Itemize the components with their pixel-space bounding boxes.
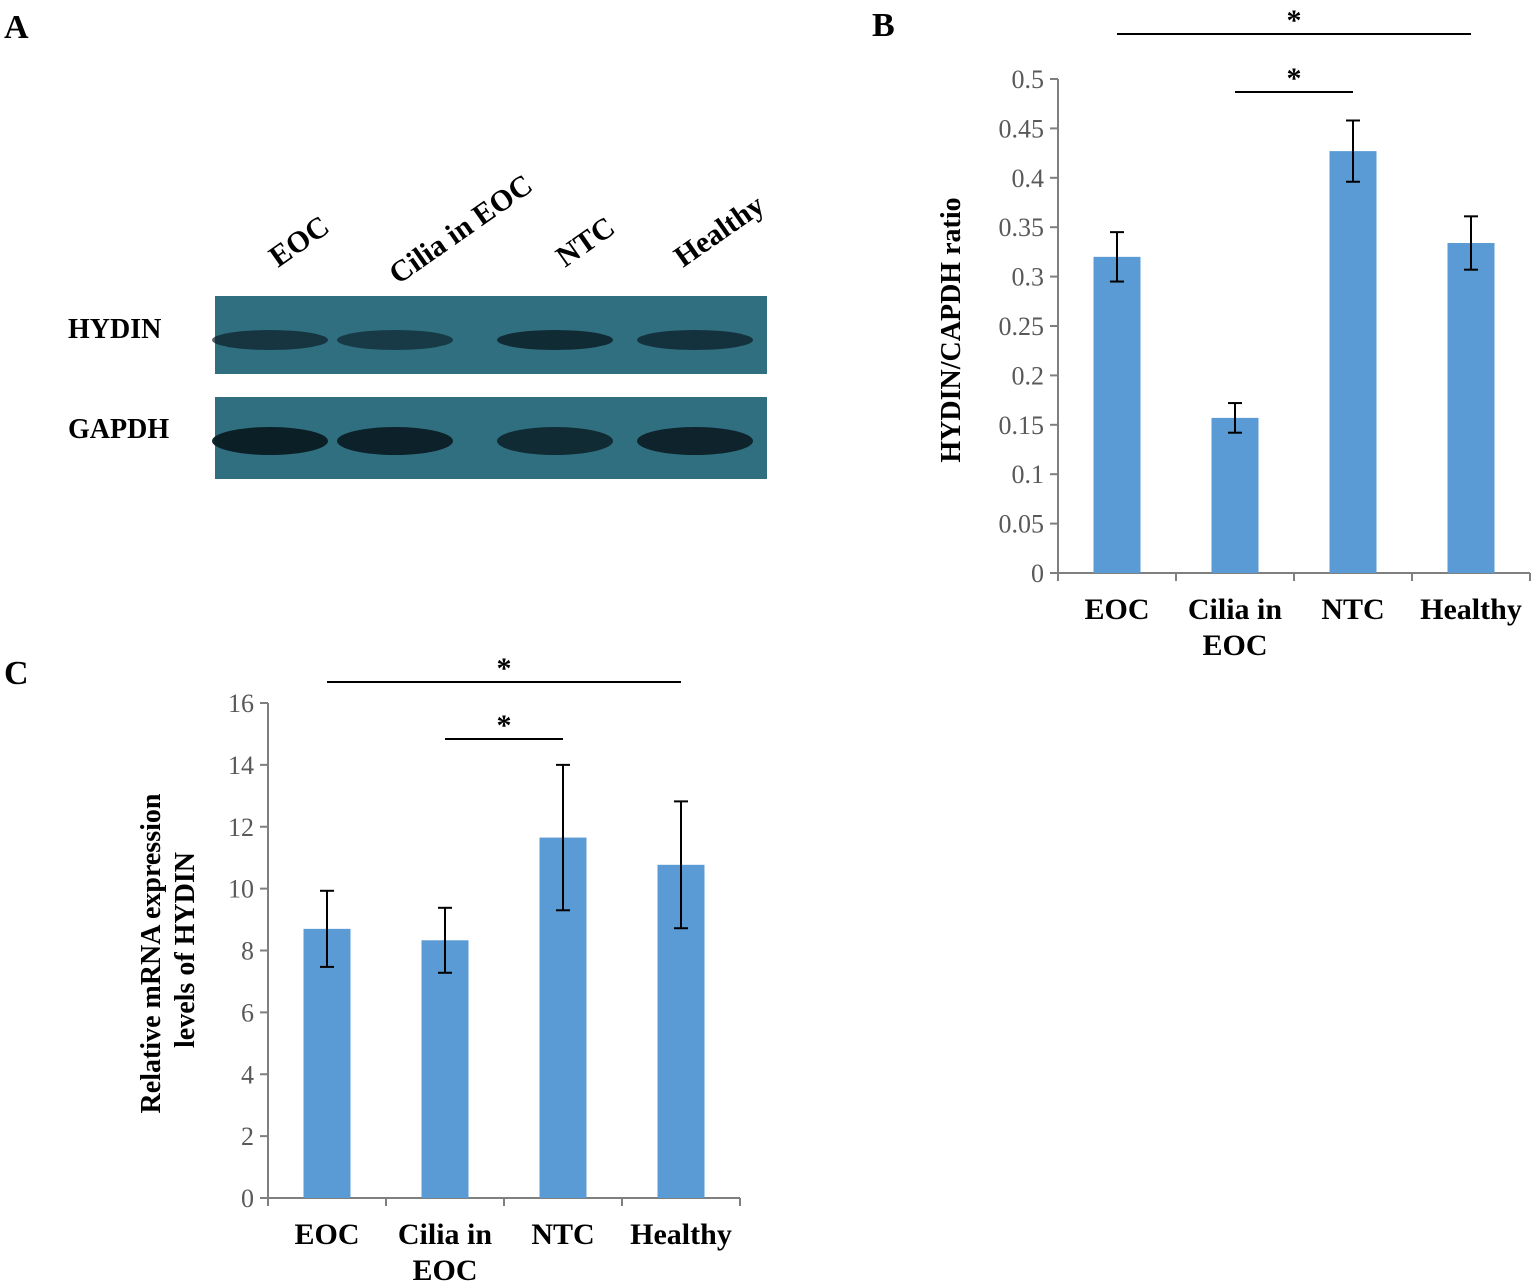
chart-c-category-label-1: Cilia in EOC [398, 1218, 493, 1284]
chart-c-y-tick-label: 12 [228, 813, 254, 842]
lane-label-ntc: NTC [550, 210, 621, 273]
chart-b-y-tick-label: 0.15 [999, 411, 1045, 440]
chart-b-category-label-line: EOC [1202, 629, 1267, 662]
chart-b-y-tick-label: 0.2 [1012, 361, 1045, 390]
chart-b-category-label-0: EOC [1084, 593, 1149, 626]
chart-c-category-label-line: NTC [531, 1218, 594, 1251]
chart-b-bar-0 [1093, 256, 1141, 573]
chart-b-y-tick-label: 0 [1031, 559, 1044, 588]
band-label-gapdh: GAPDH [68, 414, 169, 445]
chart-c-category-label-3: Healthy [630, 1218, 732, 1251]
chart-c-y-tick-label: 4 [241, 1060, 254, 1089]
chart-b-bar-2 [1329, 151, 1377, 573]
blot-bands [212, 330, 753, 455]
chart-c-category-label-line: EOC [294, 1218, 359, 1251]
chart-b-category-label-3: Healthy [1420, 593, 1522, 626]
blot-band-gapdh-2 [497, 427, 613, 455]
chart-b-y-tick-label: 0.4 [1012, 164, 1045, 193]
chart-b-y-tick-label: 0.25 [999, 312, 1045, 341]
lane-label-eoc: EOC [263, 209, 335, 273]
chart-b-y-tick-label: 0.35 [999, 213, 1045, 242]
chart-b-significance-star-0: * [1287, 4, 1302, 37]
chart-c-y-tick-label: 8 [241, 937, 254, 966]
blot-band-gapdh-3 [637, 427, 753, 455]
panel-b: B HYDIN/CAPDH ratio 0 0.05 0.1 0.15 0.2 0.25 0… [872, 4, 1531, 662]
chart-b-y-tick-label: 0.3 [1012, 263, 1045, 292]
blot-band-hydin-0 [212, 330, 328, 350]
blot-band-hydin-2 [497, 330, 613, 350]
chart-b-bar-1 [1211, 417, 1259, 573]
chart-b-category-label-line: NTC [1321, 593, 1384, 626]
chart-b-category-label-line: EOC [1084, 593, 1149, 626]
chart-b-y-tick-label: 0.1 [1012, 460, 1045, 489]
chart-b-bar-3 [1447, 243, 1495, 573]
chart-c-bar-0 [303, 928, 351, 1198]
chart-b-significance-star-1: * [1287, 62, 1302, 95]
panel-b-letter: B [872, 7, 895, 44]
chart-c-y-axis-label: Relative mRNA expression levels of HYDIN [136, 787, 201, 1114]
band-label-hydin: HYDIN [68, 314, 161, 345]
chart-c-category-label-2: NTC [531, 1218, 594, 1251]
chart-c-y-axis-label-line2: levels of HYDIN [170, 852, 201, 1048]
chart-c-y-tick-label: 0 [241, 1184, 254, 1213]
panel-c: C Relative mRNA expression levels of HYD… [4, 652, 741, 1284]
chart-b-category-label-1: Cilia in EOC [1188, 593, 1283, 662]
chart-b-y-axis-label: HYDIN/CAPDH ratio [936, 197, 967, 462]
chart-c-y-tick-label: 14 [228, 751, 254, 780]
lane-labels: EOC Cilia in EOC NTC Healthy [263, 168, 770, 291]
chart-c-y-axis-label-line1: Relative mRNA expression [136, 793, 167, 1113]
lane-label-healthy: Healthy [668, 188, 770, 273]
chart-b-y-tick-label: 0.5 [1012, 65, 1045, 94]
chart-b-category-label-line: Healthy [1420, 593, 1522, 626]
chart-c-category-label-line: Cilia in [398, 1218, 493, 1251]
panel-a: A EOC Cilia in EOC NTC Healthy HYDIN GAP… [4, 9, 770, 479]
chart-c-y-tick-label: 10 [228, 875, 254, 904]
chart-c-category-label-0: EOC [294, 1218, 359, 1251]
chart-c-category-label-line: Healthy [630, 1218, 732, 1251]
blot-band-hydin-3 [637, 330, 753, 350]
chart-c-significance-star-1: * [497, 709, 512, 742]
chart-b-y-tick-label: 0.45 [999, 114, 1045, 143]
chart-b-category-label-line: Cilia in [1188, 593, 1283, 626]
chart-c-y-tick-label: 6 [241, 998, 254, 1027]
chart-c-significance-star-0: * [497, 652, 512, 685]
chart-c-y-tick-label: 2 [241, 1122, 254, 1151]
chart-c-bar-1 [421, 940, 469, 1198]
blot-band-gapdh-1 [337, 427, 453, 455]
chart-c-y-tick-label: 16 [228, 689, 254, 718]
panel-a-letter: A [4, 9, 29, 46]
lane-label-cilia-in-eoc: Cilia in EOC [383, 168, 538, 291]
blot-band-gapdh-0 [212, 427, 328, 455]
panel-c-letter: C [4, 655, 29, 692]
chart-b-category-label-2: NTC [1321, 593, 1384, 626]
chart-c-category-label-line: EOC [412, 1254, 477, 1284]
blot-band-hydin-1 [337, 330, 453, 350]
chart-b-y-tick-label: 0.05 [999, 510, 1045, 539]
